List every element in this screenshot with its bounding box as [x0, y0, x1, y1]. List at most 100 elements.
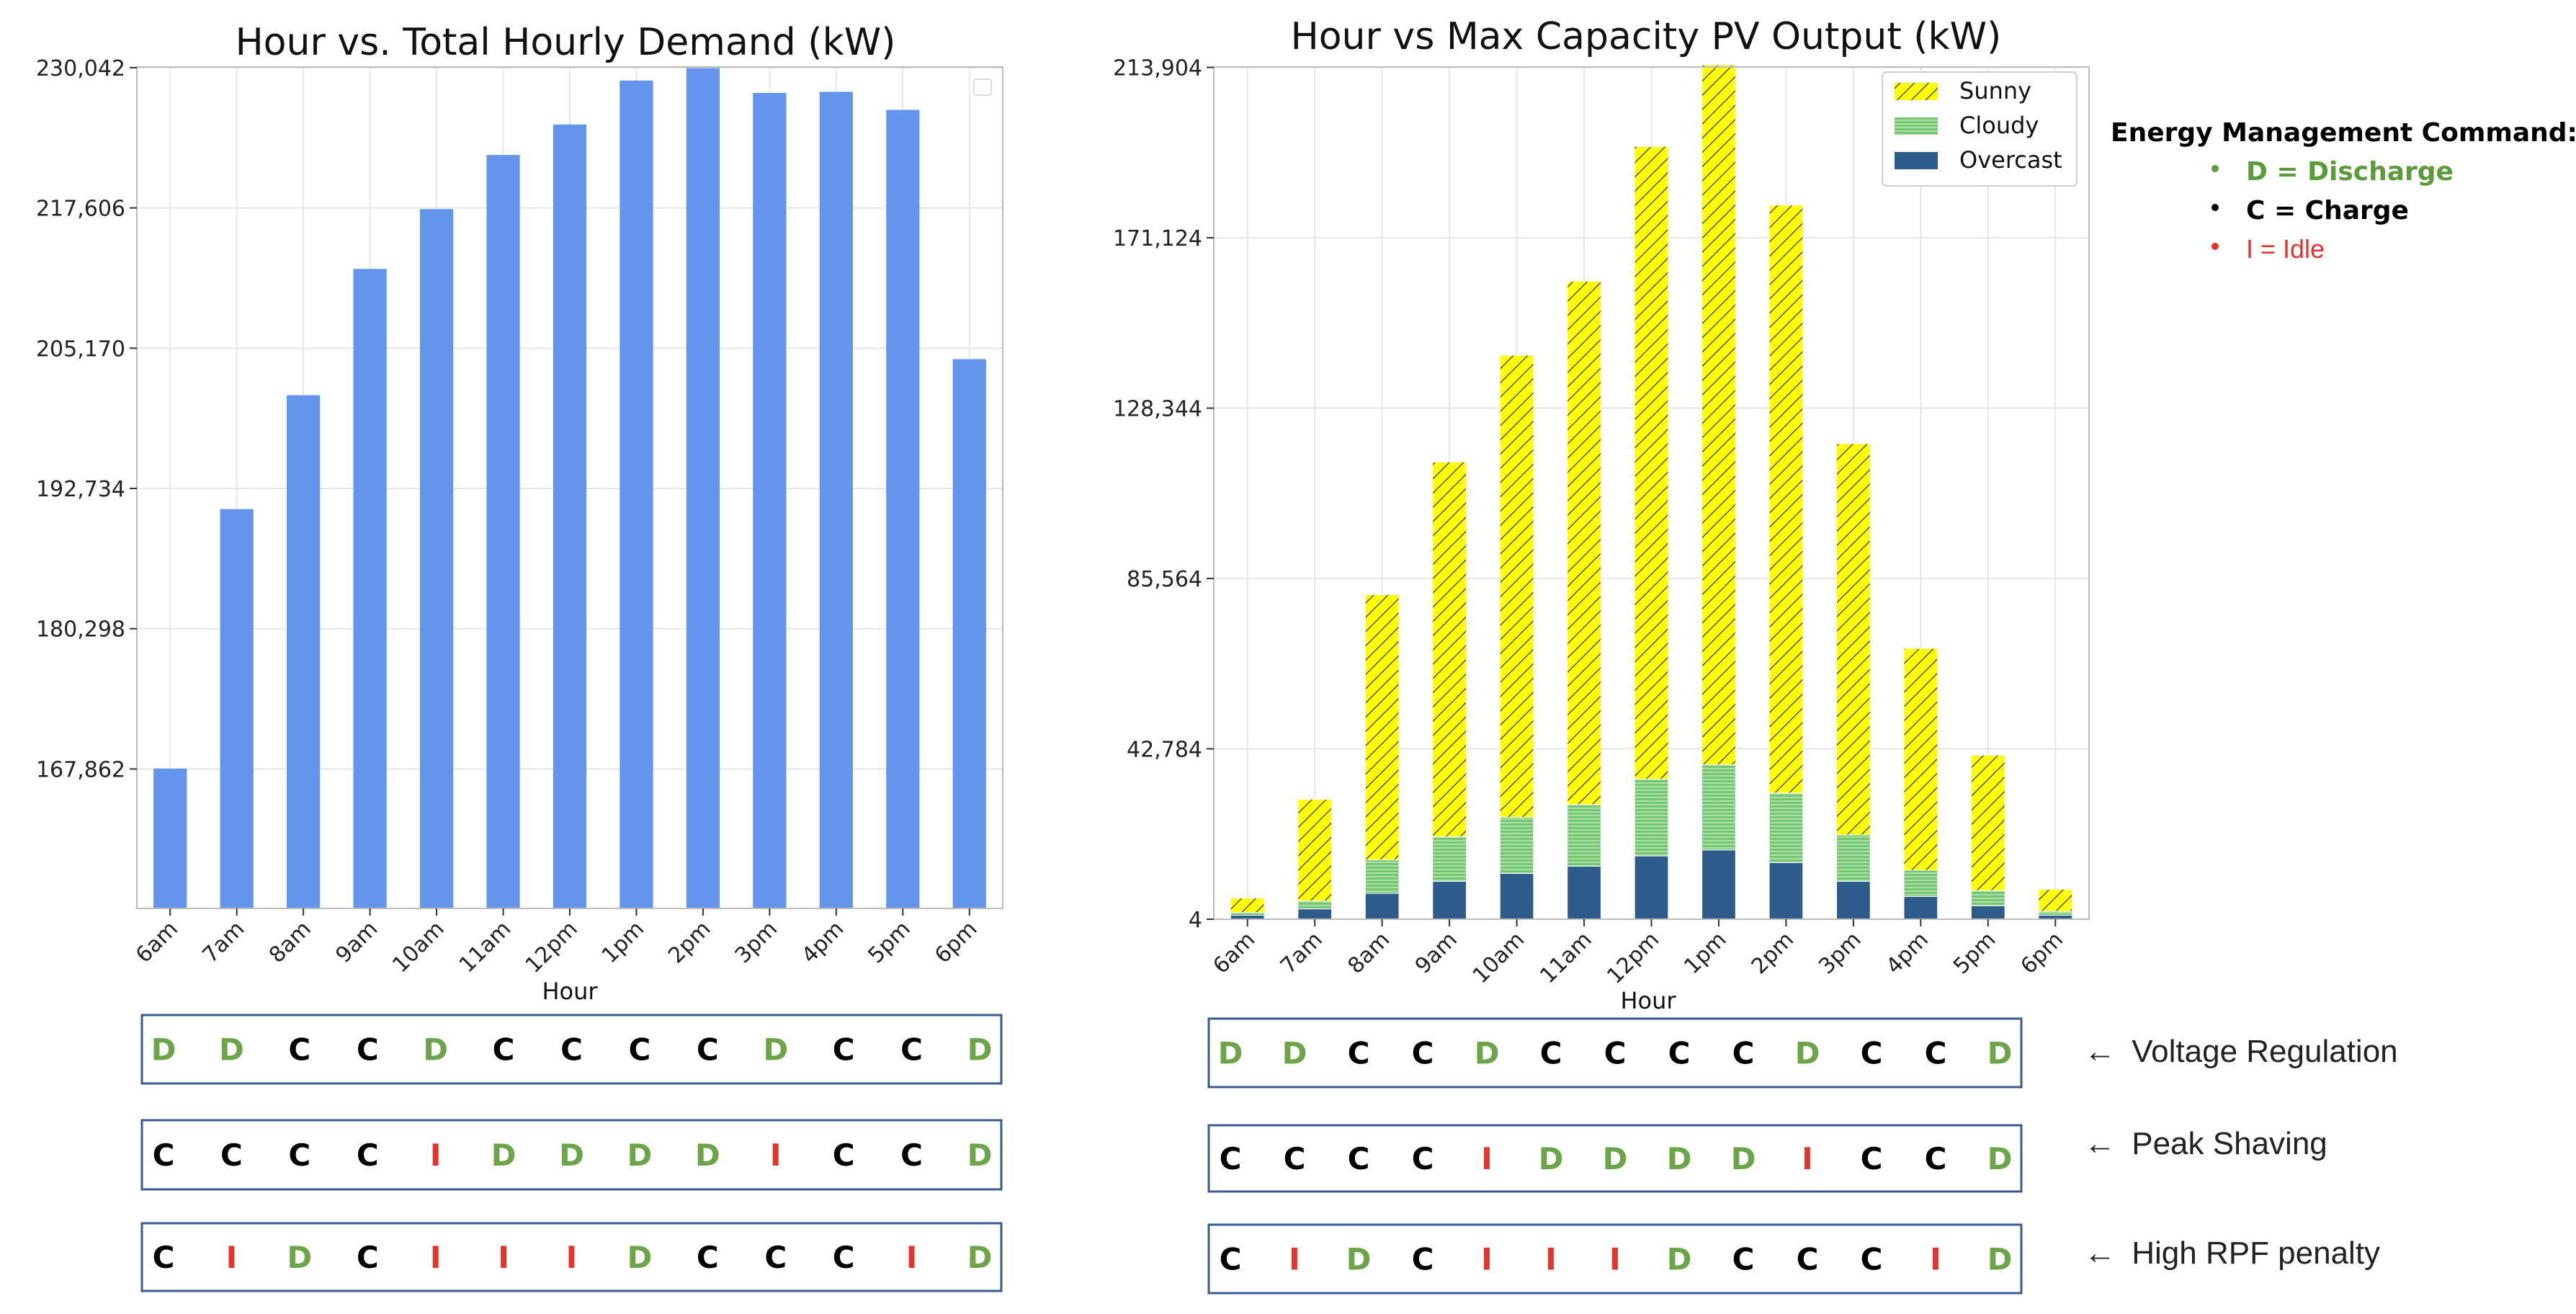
- command-cell: D: [1987, 1242, 2013, 1277]
- command-cell: C: [1412, 1242, 1434, 1277]
- arrow-left-icon: ←: [2084, 1235, 2116, 1271]
- command-row-box: [1207, 1223, 2023, 1295]
- bar-sunny-11am: [1567, 280, 1601, 805]
- legend-swatch-sunny: [1895, 83, 1938, 100]
- command-cell: C: [1348, 1036, 1370, 1071]
- bar-5pm: [886, 110, 920, 908]
- x-tick-label: 6am: [1208, 927, 1260, 979]
- demand-chart-title: Hour vs. Total Hourly Demand (kW): [236, 21, 896, 64]
- x-tick-label: 1pm: [1679, 927, 1731, 979]
- command-cell: D: [1475, 1036, 1500, 1071]
- command-cell: C: [288, 1032, 310, 1068]
- bar-sunny-6pm: [2038, 889, 2073, 912]
- command-cell: C: [1412, 1141, 1434, 1176]
- right-command-rows: D D C C D C C C C D C C D C C C C I D D D D I C C D C I D C I I I D C C C I D: [1207, 1017, 2023, 1295]
- bar-overcast-12pm: [1634, 855, 1669, 920]
- command-cell: C: [1412, 1036, 1434, 1071]
- command-cell: I: [770, 1138, 782, 1173]
- bar-sunny-6am: [1230, 898, 1265, 913]
- pv-x-axis: 6am 7am 8am 9am 10am 11am 12pm 1pm 2pm 3pm 4pm 5pm 6…: [1208, 919, 2068, 989]
- command-row-box: [140, 1014, 1003, 1085]
- bar-overcast-11am: [1567, 865, 1601, 920]
- bar-6am: [153, 768, 187, 908]
- command-row-box: [1207, 1124, 2023, 1193]
- y-tick-label: 4: [1189, 908, 1202, 933]
- bar-1pm: [620, 80, 653, 908]
- energy-legend-idle: I = Idle: [2246, 234, 2325, 264]
- command-cell: C: [357, 1138, 379, 1173]
- bar-cloudy-6pm: [2038, 911, 2073, 916]
- pv-chart-title: Hour vs Max Capacity PV Output (kW): [1291, 15, 2002, 58]
- command-cell: D: [1603, 1141, 1628, 1176]
- bar-sunny-4pm: [1903, 648, 1938, 871]
- demand-y-axis: 167,862 180,298 192,734 205,170 217,606 230,0…: [36, 56, 137, 782]
- demand-x-axis-label: Hour: [542, 978, 598, 1005]
- bar-8am: [287, 395, 321, 908]
- legend-label-cloudy: Cloudy: [1959, 112, 2039, 139]
- bar-overcast-7am: [1297, 908, 1333, 920]
- command-cell: D: [967, 1138, 993, 1173]
- bar-4pm: [819, 91, 853, 908]
- energy-legend-title: Energy Management Command:: [2111, 118, 2576, 148]
- bar-cloudy-7am: [1297, 900, 1333, 910]
- x-tick-label: 2pm: [663, 916, 715, 968]
- command-cell: I: [498, 1240, 509, 1275]
- command-cell: C: [1732, 1036, 1755, 1071]
- y-tick-label: 192,734: [36, 477, 125, 502]
- command-cell: I: [1545, 1242, 1557, 1277]
- command-cell: D: [967, 1032, 993, 1068]
- bar-cloudy-10am: [1499, 816, 1534, 874]
- pv-x-axis-label: Hour: [1620, 987, 1676, 1014]
- command-cell: D: [423, 1032, 448, 1068]
- bar-overcast-9am: [1432, 880, 1467, 920]
- x-tick-label: 12pm: [521, 916, 583, 978]
- command-cell: C: [1220, 1141, 1242, 1176]
- y-tick-label: 205,170: [36, 336, 125, 362]
- bar-cloudy-1pm: [1701, 764, 1736, 851]
- x-tick-label: 10am: [388, 916, 449, 978]
- command-cell: C: [1348, 1141, 1370, 1176]
- command-cell: C: [493, 1032, 515, 1068]
- x-tick-label: 4pm: [797, 916, 849, 968]
- command-cell: C: [357, 1240, 379, 1275]
- command-cell: C: [833, 1138, 855, 1173]
- command-cell: D: [559, 1138, 584, 1173]
- command-cell: D: [1539, 1141, 1564, 1176]
- bar-sunny-10am: [1499, 354, 1534, 818]
- bar-overcast-8am: [1364, 893, 1400, 920]
- row-labels: ← Voltage Regulation ← Peak Shaving ← Hi…: [2084, 1034, 2398, 1271]
- y-tick-label: 180,298: [36, 617, 125, 643]
- x-tick-label: 5pm: [864, 916, 916, 968]
- command-cell: I: [1481, 1242, 1493, 1277]
- x-tick-label: 9am: [1410, 927, 1462, 979]
- y-tick-label: 85,564: [1127, 567, 1202, 592]
- arrow-left-icon: ←: [2084, 1126, 2116, 1161]
- command-cell: C: [1220, 1242, 1242, 1277]
- bar-cloudy-2pm: [1768, 792, 1804, 864]
- row-label-high-rpf-penalty: ← High RPF penalty: [2084, 1235, 2380, 1271]
- bar-cloudy-5pm: [1970, 890, 2005, 906]
- command-cell: C: [1604, 1036, 1627, 1071]
- command-cell: D: [219, 1032, 244, 1068]
- bar-10am: [419, 209, 454, 909]
- bar-3pm: [753, 93, 787, 908]
- x-tick-label: 6pm: [2016, 927, 2068, 979]
- legend-swatch-overcast: [1895, 152, 1938, 169]
- command-cell: D: [1346, 1242, 1372, 1277]
- y-tick-label: 167,862: [36, 757, 125, 782]
- command-cell: C: [1861, 1141, 1883, 1176]
- bar-sunny-5pm: [1970, 754, 2005, 891]
- command-row-box: [1207, 1017, 2023, 1089]
- bar-sunny-8am: [1364, 594, 1400, 861]
- x-tick-label: 1pm: [597, 916, 649, 968]
- row-label-text: Voltage Regulation: [2132, 1034, 2397, 1069]
- command-cell: C: [697, 1240, 719, 1275]
- y-tick-label: 128,344: [1113, 397, 1202, 422]
- bar-sunny-3pm: [1836, 443, 1871, 836]
- command-row-box: [140, 1222, 1003, 1292]
- command-cell: I: [566, 1240, 578, 1275]
- left-command-rows: D D C C D C C C C D C C D C C C C I D D D D I C C D C I D C I I I D C C C I D: [140, 1014, 1003, 1292]
- energy-command-legend: Energy Management Command: D = Discharge…: [2111, 118, 2576, 264]
- bar-cloudy-4pm: [1903, 870, 1938, 897]
- command-cell: C: [153, 1240, 175, 1275]
